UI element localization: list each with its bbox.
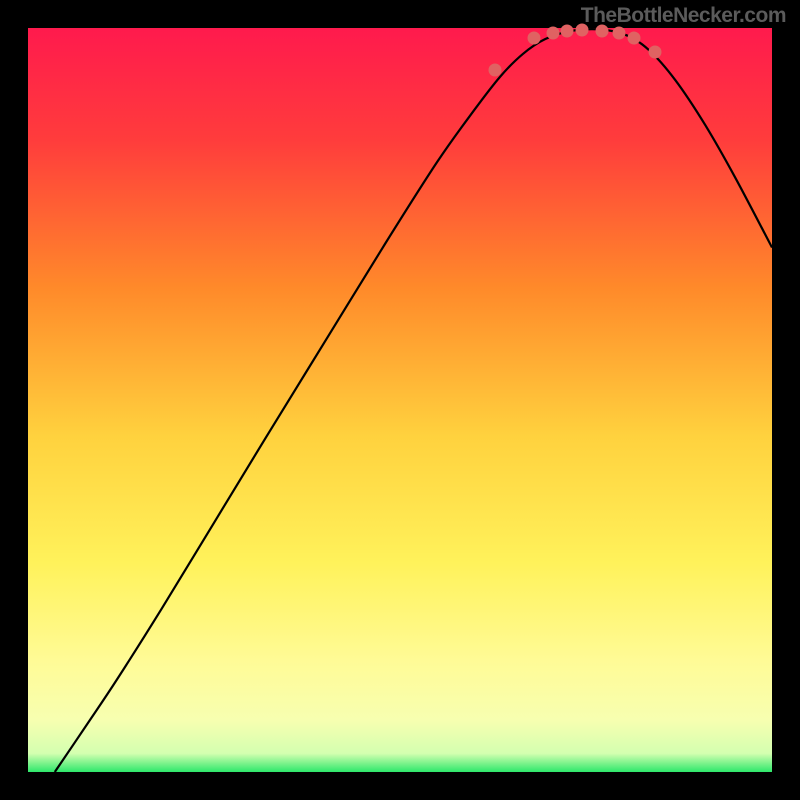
chart-plot-area [28,28,772,772]
curve-marker [649,45,662,58]
curve-marker [546,27,559,40]
curve-marker [596,24,609,37]
curve-marker [576,24,589,37]
curve-marker [561,24,574,37]
curve-markers-layer [28,28,772,772]
attribution-text: TheBottleNecker.com [581,4,786,28]
curve-marker [527,31,540,44]
curve-marker [489,64,502,77]
curve-marker [613,27,626,40]
curve-marker [628,31,641,44]
